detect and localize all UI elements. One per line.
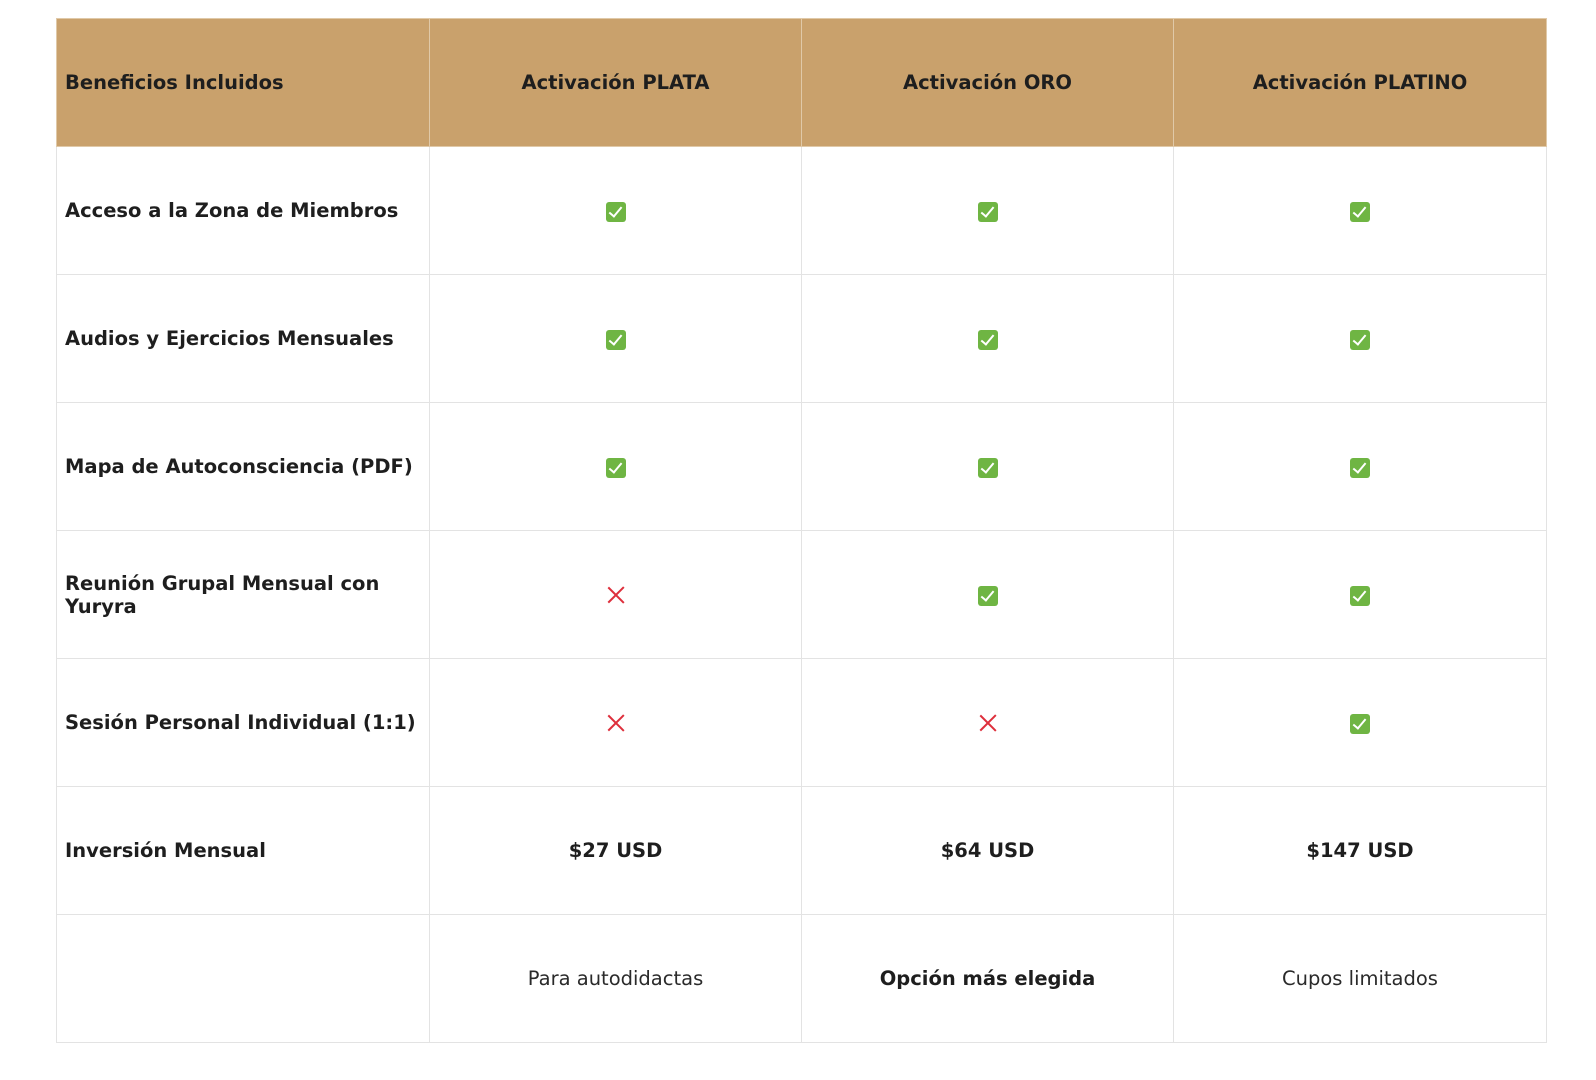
table-header-row: Beneficios Incluidos Activación PLATA Ac… bbox=[56, 18, 1547, 147]
header-benefits: Beneficios Incluidos bbox=[56, 18, 430, 147]
check-mark-icon bbox=[977, 329, 998, 350]
note-oro: Opción más elegida bbox=[801, 914, 1174, 1043]
row-label: Sesión Personal Individual (1:1) bbox=[56, 658, 430, 787]
cell-oro bbox=[801, 146, 1174, 275]
table-row: Reunión Grupal Mensual con Yuryra bbox=[56, 530, 1547, 659]
price-plata: $27 USD bbox=[429, 786, 802, 915]
check-mark-icon bbox=[605, 329, 626, 350]
check-mark-icon bbox=[605, 201, 626, 222]
check-mark-icon bbox=[1350, 585, 1370, 606]
check-mark-icon bbox=[605, 457, 626, 478]
price-row-label: Inversión Mensual bbox=[56, 786, 430, 915]
check-mark-icon bbox=[977, 457, 998, 478]
cell-oro bbox=[801, 402, 1174, 531]
note-row-label bbox=[56, 914, 430, 1043]
table-row: Sesión Personal Individual (1:1) bbox=[56, 658, 1547, 787]
check-mark-icon bbox=[1350, 713, 1370, 734]
cross-mark-icon bbox=[977, 712, 999, 734]
note-platino: Cupos limitados bbox=[1173, 914, 1547, 1043]
row-label: Mapa de Autoconsciencia (PDF) bbox=[56, 402, 430, 531]
cell-plata bbox=[429, 402, 802, 531]
price-row: Inversión Mensual $27 USD $64 USD $147 U… bbox=[56, 786, 1547, 915]
check-mark-icon bbox=[1350, 201, 1370, 222]
row-label: Acceso a la Zona de Miembros bbox=[56, 146, 430, 275]
cell-platino bbox=[1173, 658, 1547, 787]
cross-mark-icon bbox=[605, 712, 627, 734]
header-plan-oro: Activación ORO bbox=[801, 18, 1174, 147]
check-mark-icon bbox=[1350, 329, 1370, 350]
cell-oro bbox=[801, 530, 1174, 659]
table-row: Mapa de Autoconsciencia (PDF) bbox=[56, 402, 1547, 531]
row-label: Reunión Grupal Mensual con Yuryra bbox=[56, 530, 430, 659]
cell-plata bbox=[429, 146, 802, 275]
row-label: Audios y Ejercicios Mensuales bbox=[56, 274, 430, 403]
note-plata: Para autodidactas bbox=[429, 914, 802, 1043]
cell-oro bbox=[801, 274, 1174, 403]
price-oro: $64 USD bbox=[801, 786, 1174, 915]
check-mark-icon bbox=[1350, 457, 1370, 478]
plan-comparison-table: Beneficios Incluidos Activación PLATA Ac… bbox=[56, 18, 1547, 1043]
cell-plata bbox=[429, 274, 802, 403]
check-mark-icon bbox=[977, 585, 998, 606]
cell-plata bbox=[429, 530, 802, 659]
check-mark-icon bbox=[977, 201, 998, 222]
header-plan-platino: Activación PLATINO bbox=[1173, 18, 1547, 147]
note-row: Para autodidactas Opción más elegida Cup… bbox=[56, 914, 1547, 1043]
cell-oro bbox=[801, 658, 1174, 787]
cell-platino bbox=[1173, 402, 1547, 531]
table-row: Acceso a la Zona de Miembros bbox=[56, 146, 1547, 275]
comparison-table-container: Beneficios Incluidos Activación PLATA Ac… bbox=[56, 18, 1547, 1043]
cell-platino bbox=[1173, 146, 1547, 275]
cross-mark-icon bbox=[605, 584, 627, 606]
cell-platino bbox=[1173, 274, 1547, 403]
header-plan-plata: Activación PLATA bbox=[429, 18, 802, 147]
cell-platino bbox=[1173, 530, 1547, 659]
table-row: Audios y Ejercicios Mensuales bbox=[56, 274, 1547, 403]
price-platino: $147 USD bbox=[1173, 786, 1547, 915]
cell-plata bbox=[429, 658, 802, 787]
